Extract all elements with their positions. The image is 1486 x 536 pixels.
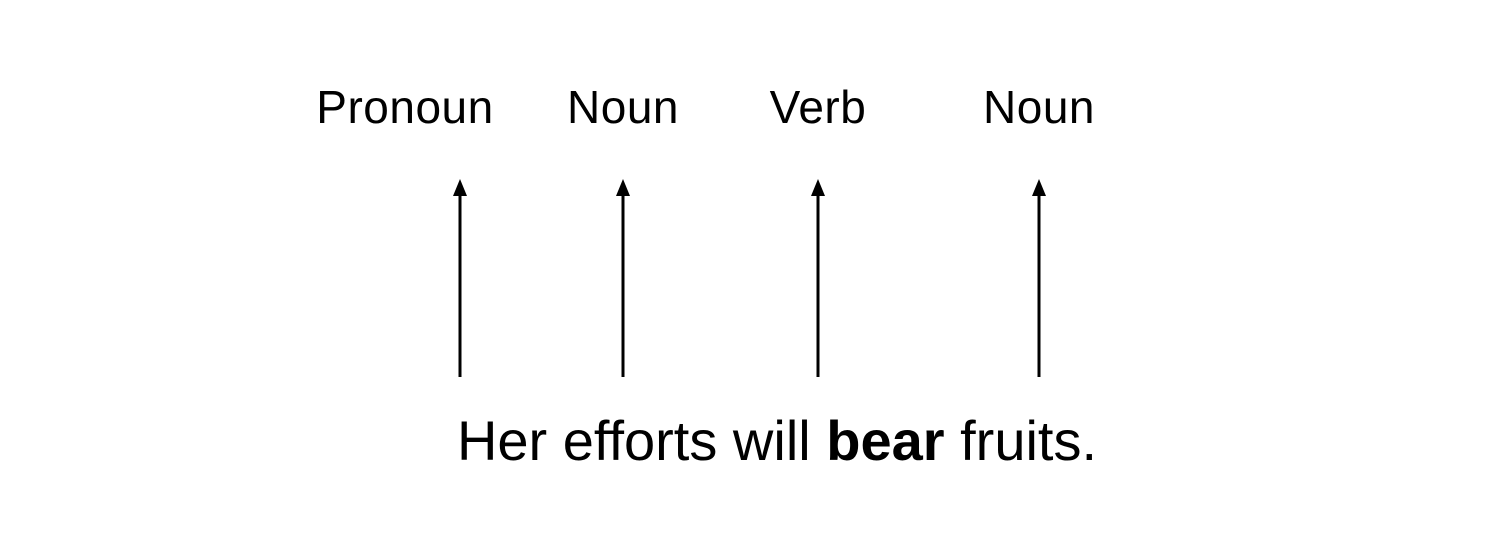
arrow-bear-to-verb <box>811 179 825 377</box>
tag-label-noun-2: Noun <box>983 81 1095 133</box>
word-her: Her <box>456 409 548 472</box>
arrow-efforts-to-noun <box>616 179 630 377</box>
example-sentence: Her efforts will bear fruits. <box>457 408 1097 474</box>
word-efforts: efforts <box>562 409 718 472</box>
word-fruits: fruits. <box>960 409 1098 472</box>
word-bear-emphasized: bear <box>826 409 945 472</box>
tag-label-noun-1: Noun <box>567 81 679 133</box>
arrow-fruits-to-noun <box>1032 179 1046 377</box>
tag-label-verb: Verb <box>769 81 867 133</box>
tag-label-pronoun: Pronoun <box>316 81 494 133</box>
word-will: will <box>732 409 811 472</box>
arrow-her-to-pronoun <box>453 179 467 377</box>
